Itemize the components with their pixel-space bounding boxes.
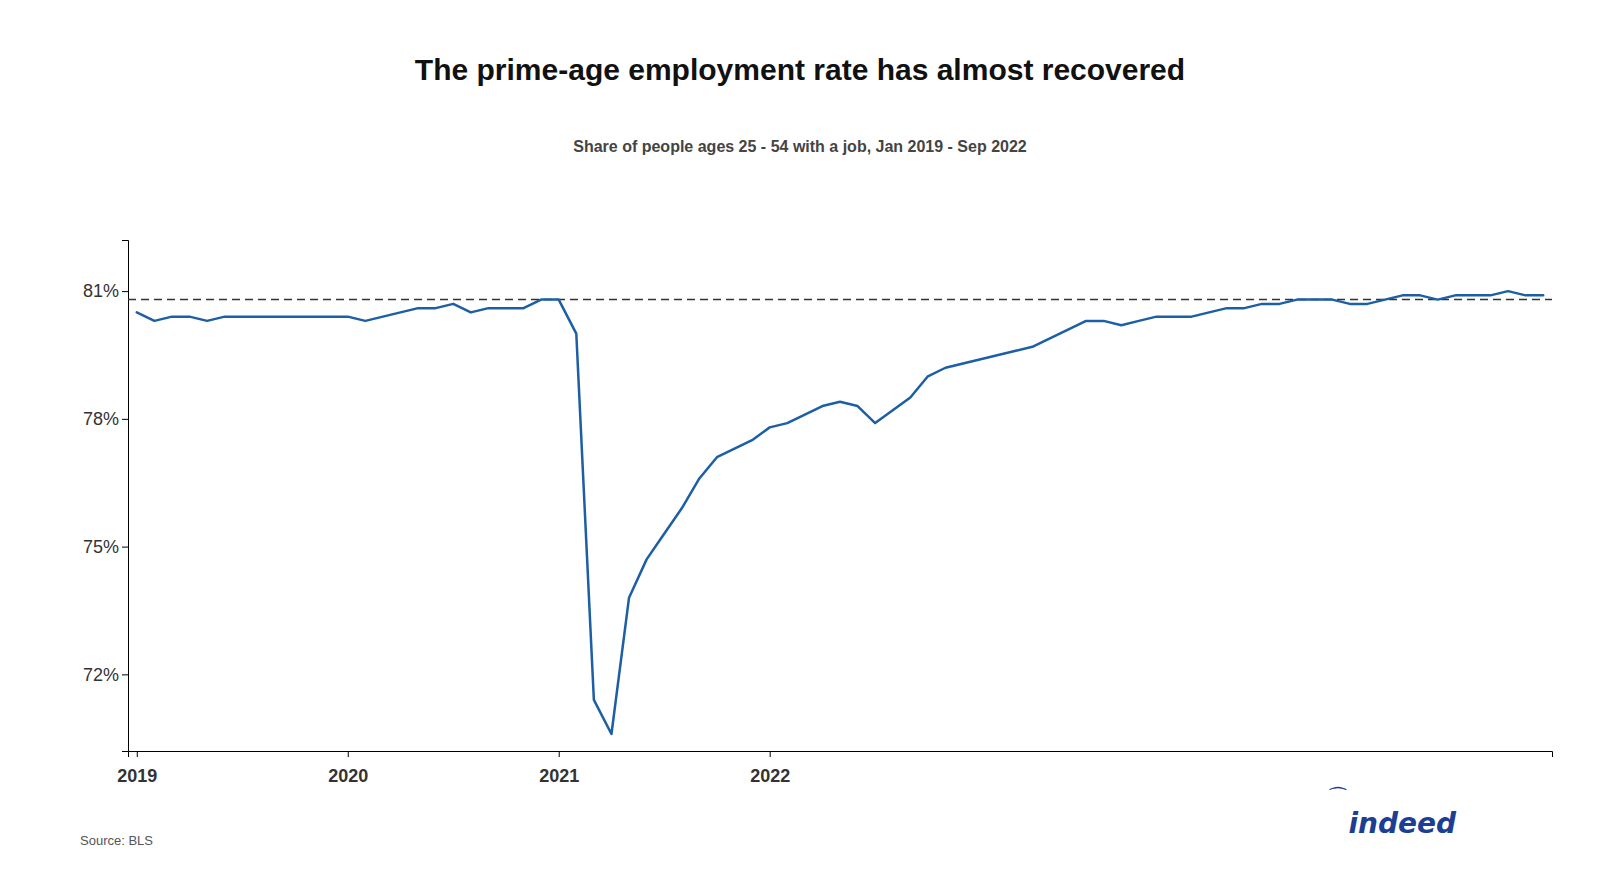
chart-svg: The prime-age employment rate has almost…: [0, 0, 1600, 873]
y-tick-mark: [122, 291, 128, 292]
x-tick-label: 2022: [750, 766, 790, 786]
logo-mark: ⁀: [1329, 786, 1347, 809]
chart-container: The prime-age employment rate has almost…: [0, 0, 1600, 873]
y-tick: 75%: [83, 537, 128, 557]
x-tick-label: 2020: [328, 766, 368, 786]
source: Source: BLS: [80, 833, 153, 848]
plot-area: [128, 291, 1552, 734]
x-tick-mark: [770, 751, 771, 757]
title: The prime-age employment rate has almost…: [415, 53, 1185, 86]
y-tick: 81%: [83, 281, 128, 301]
y-tick-mark: [122, 419, 128, 420]
y-tick-mark: [122, 547, 128, 548]
x-tick-label: 2019: [117, 766, 157, 786]
y-tick-label: 78%: [83, 409, 119, 429]
x-tick: 2019: [117, 751, 157, 786]
y-axis: 72% 75% 78% 81%: [83, 241, 129, 752]
y-tick-label: 75%: [83, 537, 119, 557]
y-tick-mark: [122, 674, 128, 675]
x-tick-label: 2021: [539, 766, 579, 786]
x-axis-line: [129, 752, 1553, 758]
x-tick: 2020: [328, 751, 368, 786]
x-axis: 2019 2020 2021 2022: [117, 751, 1552, 786]
x-tick-mark: [137, 751, 138, 757]
y-tick: 78%: [83, 409, 128, 429]
y-tick: 72%: [83, 665, 128, 685]
x-tick-mark: [559, 751, 560, 757]
data-line: [137, 291, 1543, 734]
logo-text: indeed: [1348, 807, 1457, 840]
y-tick-label: 81%: [83, 281, 119, 301]
x-tick-mark: [348, 751, 349, 757]
y-tick-label: 72%: [83, 665, 119, 685]
y-axis-line: [122, 241, 129, 752]
x-tick: 2021: [539, 751, 579, 786]
subtitle: Share of people ages 25 - 54 with a job,…: [573, 138, 1027, 155]
x-tick: 2022: [750, 751, 790, 786]
